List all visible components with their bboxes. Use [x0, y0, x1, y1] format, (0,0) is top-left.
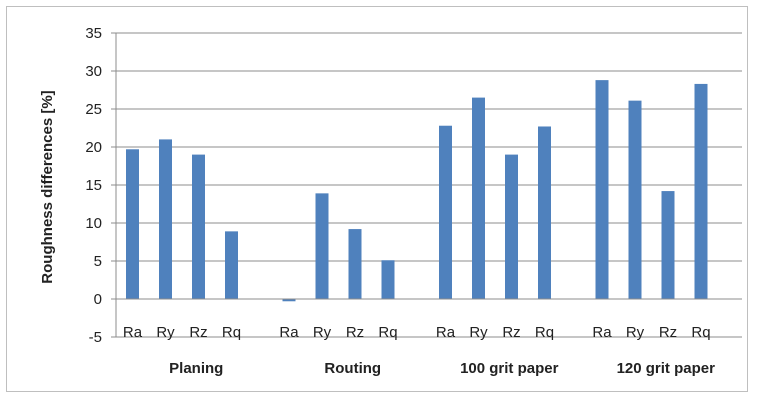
bar-rz — [192, 154, 205, 299]
category-label: Rz — [502, 324, 520, 341]
category-labels: Ra Ry Rz Rq Ra Ry Rz Rq Ra Ry Rz Rq Ra Ry Rz Rq — [123, 324, 711, 341]
y-tick-label: 5 — [94, 253, 102, 270]
category-label: Ry — [156, 324, 175, 341]
category-label: Rq — [691, 324, 710, 341]
category-label: Rz — [189, 324, 207, 341]
bar-ry — [472, 97, 485, 299]
category-label: Ry — [469, 324, 488, 341]
category-label: Ry — [313, 324, 332, 341]
bar-ra — [439, 125, 452, 299]
gridlines — [116, 32, 742, 338]
bar-ra — [126, 149, 139, 299]
category-label: Rz — [659, 324, 677, 341]
bar-ry — [159, 139, 172, 299]
bars — [126, 80, 708, 302]
y-tick-label: 0 — [94, 291, 102, 308]
category-label: Rq — [222, 324, 241, 341]
category-label: Ra — [592, 324, 612, 341]
category-label: Ra — [123, 324, 143, 341]
bar-ra — [595, 80, 609, 300]
category-label: Rq — [535, 324, 554, 341]
bar-ry — [628, 100, 642, 299]
category-label: Ra — [279, 324, 299, 341]
group-label: 100 grit paper — [460, 360, 559, 377]
bar-rq — [381, 260, 395, 299]
bar-ra — [282, 299, 296, 302]
y-tick-label: 15 — [85, 177, 102, 194]
y-tick-label: 10 — [85, 215, 102, 232]
group-label: Planing — [169, 360, 223, 377]
axes — [111, 32, 742, 338]
y-axis-label: Roughness differences [%] — [39, 90, 56, 283]
category-label: Rq — [378, 324, 397, 341]
bar-ry — [315, 193, 329, 299]
y-tick-label: 30 — [85, 63, 102, 80]
category-label: Rz — [346, 324, 364, 341]
y-tick-label: 20 — [85, 139, 102, 156]
y-tick-label: 35 — [85, 25, 102, 42]
y-tick-label: -5 — [89, 329, 102, 346]
group-label: Routing — [324, 360, 381, 377]
bar-rq — [538, 126, 551, 299]
bar-rz — [348, 229, 362, 299]
group-labels: Planing Routing 100 grit paper 120 grit pap… — [169, 360, 715, 377]
bar-rz — [505, 154, 518, 299]
group-label: 120 grit paper — [617, 360, 716, 377]
y-tick-label: 25 — [85, 101, 102, 118]
bar-rz — [661, 191, 675, 299]
category-label: Ry — [626, 324, 645, 341]
category-label: Ra — [436, 324, 456, 341]
bar-rq — [694, 83, 708, 299]
bar-rq — [225, 231, 238, 299]
y-tick-labels: -5 0 5 10 15 20 25 30 35 — [85, 25, 102, 346]
